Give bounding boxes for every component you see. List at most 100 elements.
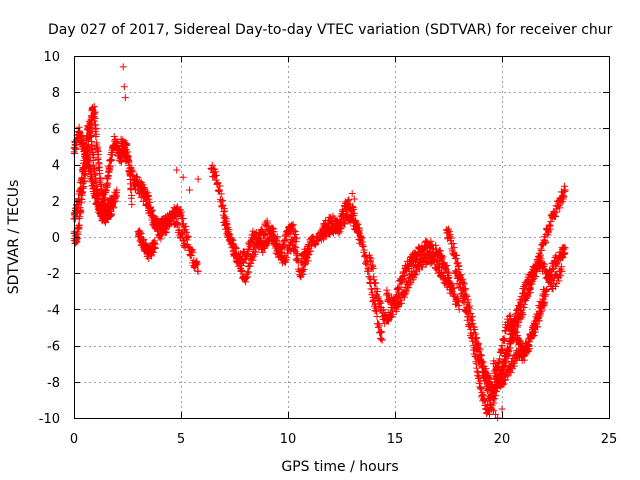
data-point bbox=[445, 278, 453, 286]
data-point bbox=[128, 200, 136, 208]
data-point bbox=[526, 279, 534, 287]
data-point bbox=[462, 285, 470, 293]
data-point bbox=[558, 267, 566, 275]
data-point bbox=[557, 272, 565, 280]
data-point bbox=[427, 241, 435, 249]
data-point bbox=[463, 292, 471, 300]
data-point bbox=[174, 203, 182, 211]
data-point bbox=[360, 246, 368, 254]
data-point bbox=[149, 248, 157, 256]
outlier-point bbox=[186, 186, 194, 194]
data-point bbox=[466, 305, 474, 313]
outlier-point bbox=[492, 410, 500, 418]
data-point bbox=[376, 334, 384, 342]
data-point bbox=[159, 229, 167, 237]
data-point bbox=[449, 240, 457, 248]
data-point bbox=[559, 254, 567, 262]
data-point bbox=[522, 348, 530, 356]
data-point bbox=[87, 131, 95, 139]
chart-title: Day 027 of 2017, Sidereal Day-to-day VTE… bbox=[48, 22, 613, 38]
data-point bbox=[372, 279, 380, 287]
data-point bbox=[107, 211, 115, 219]
data-point bbox=[216, 182, 224, 190]
data-point bbox=[534, 323, 542, 331]
x-tick-label: 15 bbox=[387, 432, 404, 447]
data-point bbox=[524, 346, 532, 354]
data-point bbox=[292, 244, 300, 252]
data-point bbox=[213, 171, 221, 179]
data-point bbox=[107, 156, 115, 164]
data-point bbox=[219, 201, 227, 209]
data-point bbox=[118, 158, 126, 166]
data-point bbox=[412, 271, 420, 279]
data-point bbox=[338, 219, 345, 227]
outlier-point bbox=[90, 103, 98, 111]
outlier-point bbox=[489, 407, 497, 415]
data-point bbox=[171, 212, 179, 220]
data-point bbox=[86, 122, 94, 130]
outlier-point bbox=[350, 195, 358, 203]
data-point bbox=[337, 222, 345, 230]
data-point bbox=[220, 214, 228, 222]
data-point bbox=[440, 269, 448, 277]
data-point bbox=[231, 243, 239, 251]
data-point bbox=[278, 249, 286, 257]
data-point bbox=[498, 346, 506, 354]
data-point bbox=[91, 164, 99, 172]
outlier-point bbox=[498, 405, 506, 413]
outlier-point bbox=[121, 94, 129, 102]
data-point bbox=[397, 299, 405, 307]
data-point bbox=[302, 253, 310, 261]
data-point bbox=[374, 293, 382, 301]
data-point bbox=[355, 228, 363, 236]
data-point bbox=[349, 205, 357, 213]
data-point bbox=[501, 337, 509, 345]
data-point bbox=[553, 208, 561, 216]
data-point bbox=[177, 208, 185, 216]
data-point bbox=[443, 261, 451, 269]
data-point bbox=[293, 235, 301, 243]
data-point bbox=[488, 394, 496, 402]
data-point bbox=[80, 159, 88, 167]
data-point bbox=[263, 241, 271, 249]
y-tick-label: 6 bbox=[52, 122, 60, 137]
grid-layer bbox=[74, 56, 609, 418]
data-point bbox=[552, 282, 559, 290]
data-point bbox=[137, 182, 145, 190]
y-tick-label: 2 bbox=[52, 195, 60, 210]
data-point bbox=[250, 252, 258, 260]
data-point bbox=[405, 284, 413, 292]
y-tick-label: 10 bbox=[43, 50, 60, 65]
data-point bbox=[91, 115, 99, 123]
data-point bbox=[137, 230, 145, 238]
data-point bbox=[148, 207, 156, 215]
data-point bbox=[94, 146, 102, 154]
data-point bbox=[473, 348, 481, 356]
data-point bbox=[519, 311, 527, 319]
data-point bbox=[120, 149, 128, 157]
data-point bbox=[91, 170, 99, 178]
data-point bbox=[378, 336, 386, 344]
data-point bbox=[74, 207, 82, 215]
data-point bbox=[322, 228, 330, 236]
data-point bbox=[350, 209, 358, 217]
data-point bbox=[377, 335, 385, 343]
data-point bbox=[194, 267, 202, 275]
data-point bbox=[368, 289, 376, 297]
data-point bbox=[148, 214, 156, 222]
data-point bbox=[291, 233, 299, 241]
data-point bbox=[510, 319, 518, 327]
y-axis-label: SDTVAR / TECUs bbox=[6, 180, 22, 295]
data-point bbox=[95, 195, 103, 203]
data-point bbox=[121, 150, 129, 158]
y-tick-label: 8 bbox=[52, 86, 60, 101]
data-point bbox=[529, 333, 537, 341]
data-point bbox=[487, 375, 495, 383]
data-point bbox=[375, 322, 383, 330]
data-point bbox=[561, 244, 569, 252]
data-point bbox=[479, 368, 487, 376]
data-point bbox=[438, 255, 446, 263]
data-point bbox=[151, 240, 159, 248]
data-point bbox=[93, 186, 101, 194]
data-point bbox=[234, 254, 242, 262]
